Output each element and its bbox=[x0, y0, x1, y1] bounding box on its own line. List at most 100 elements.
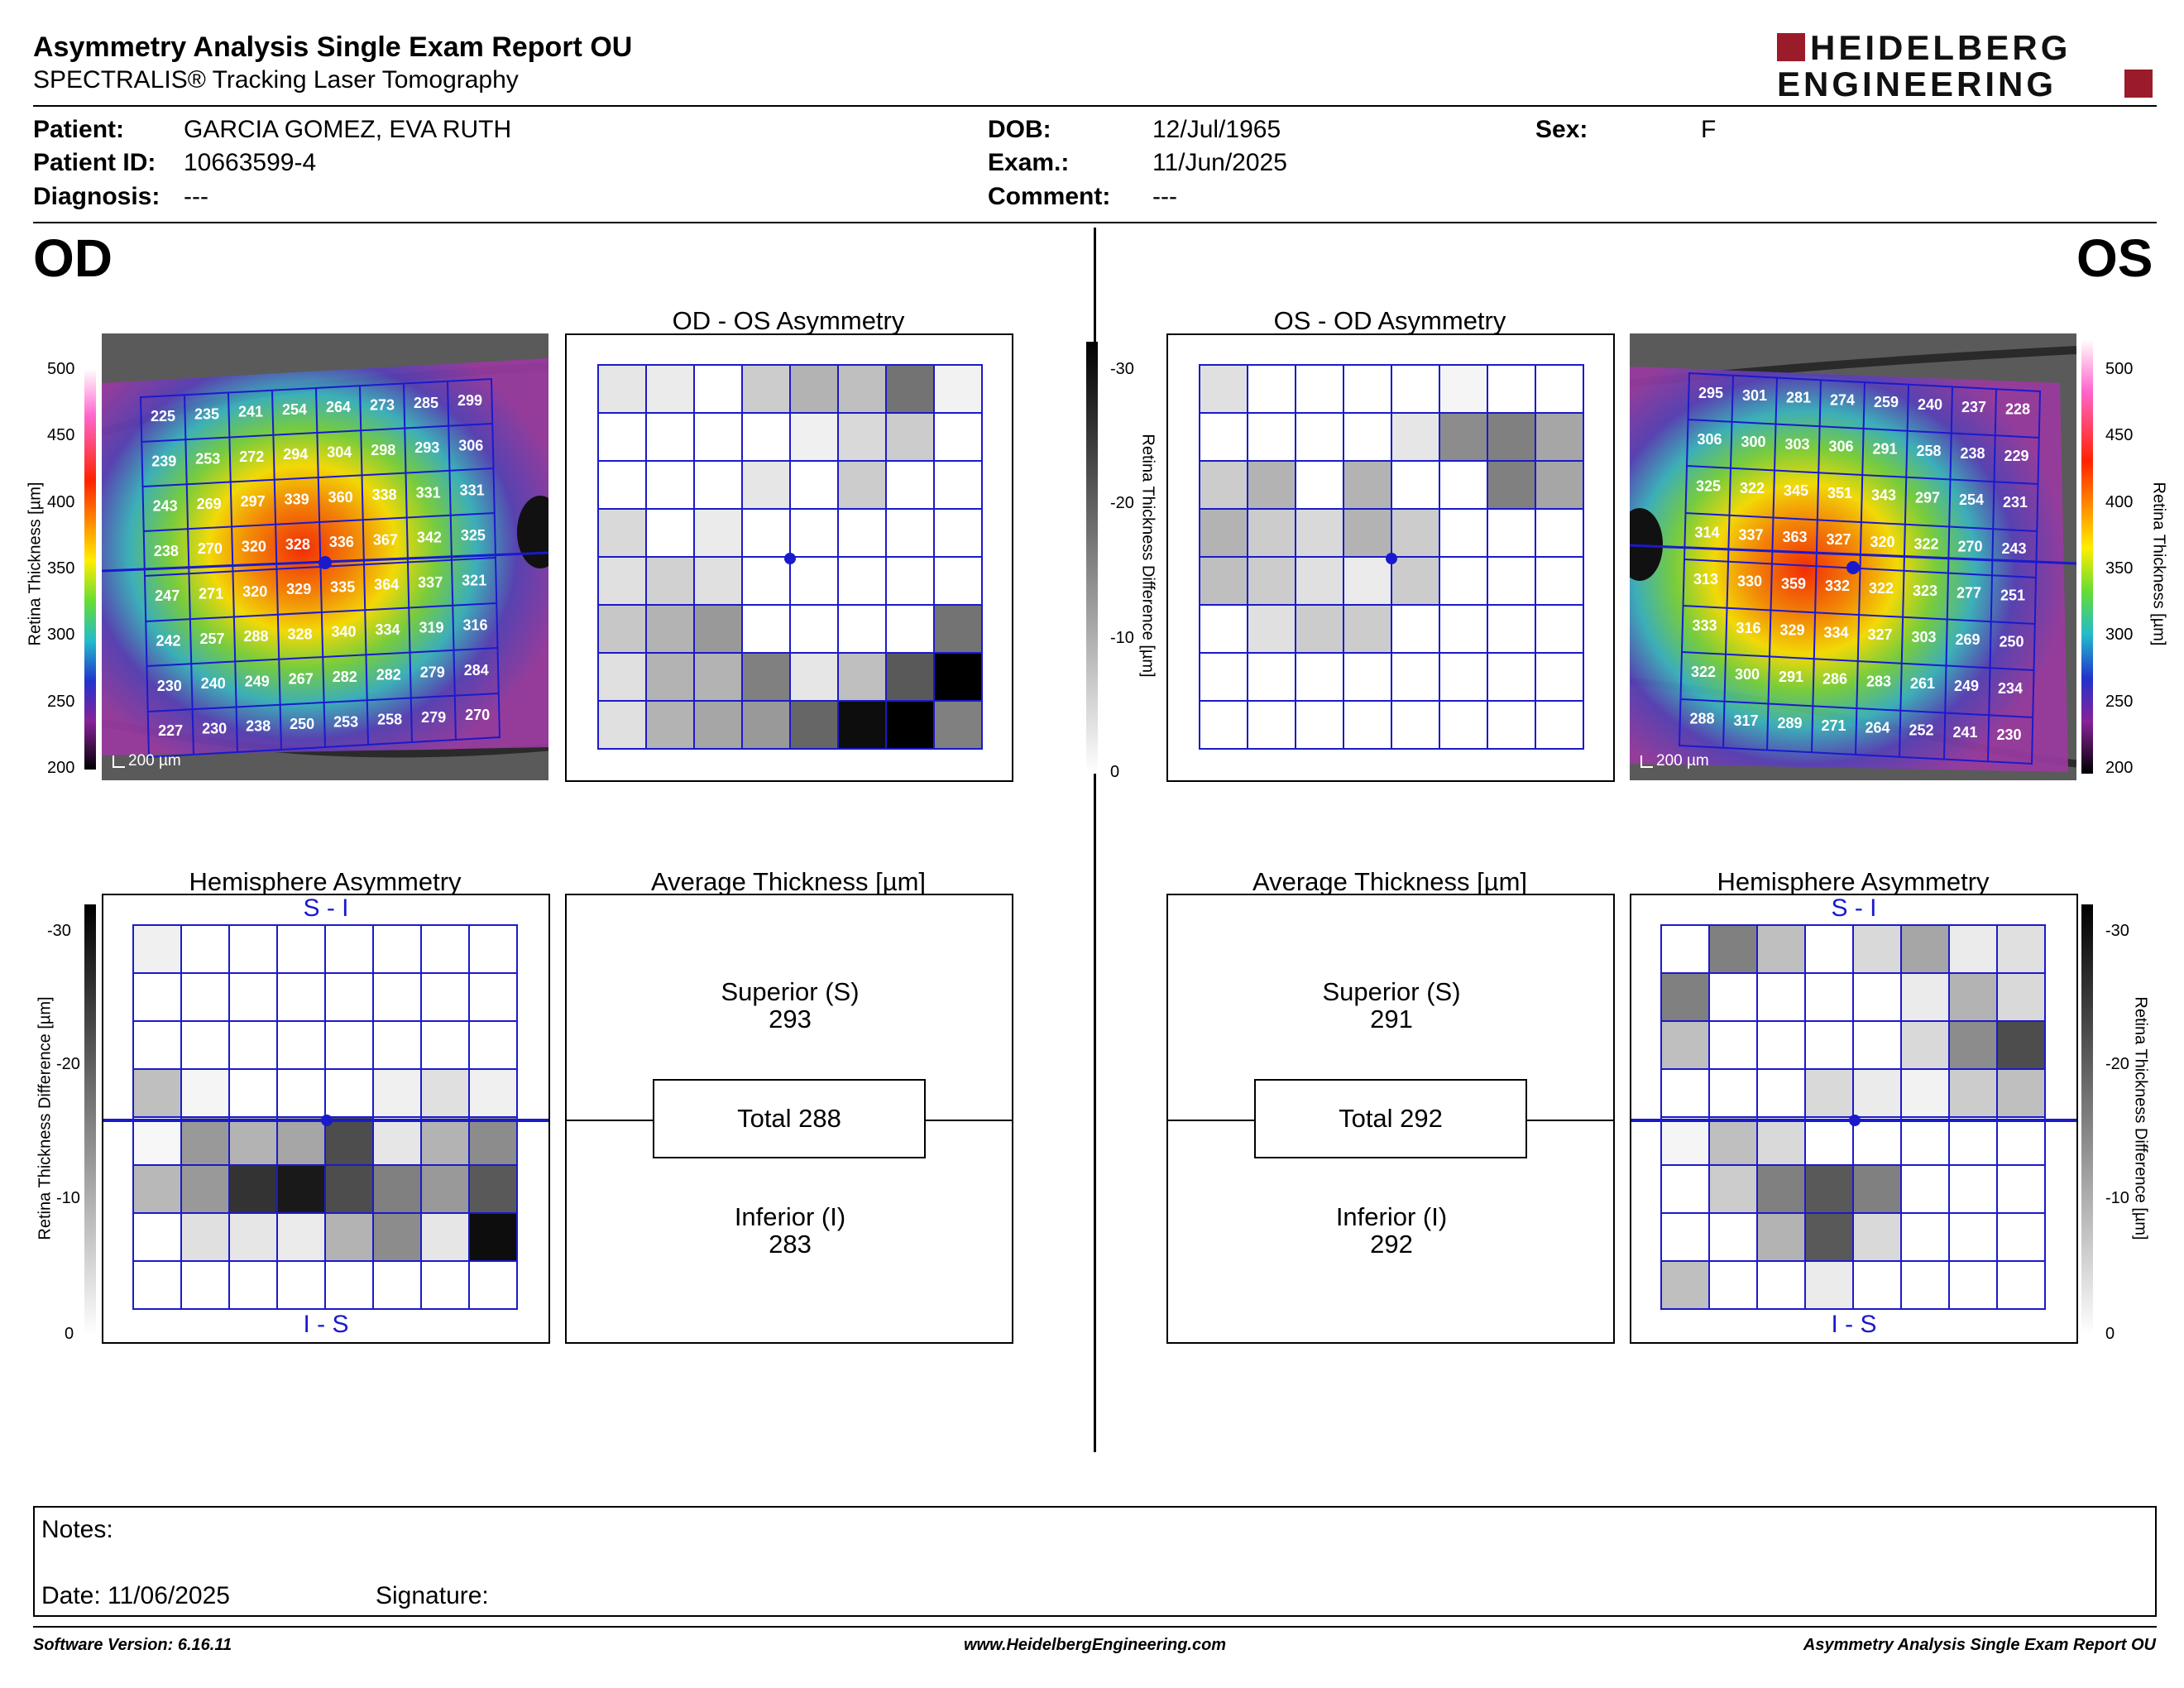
od-os-asymmetry-cell bbox=[789, 700, 839, 750]
thickness-value: 316 bbox=[462, 617, 487, 634]
od-total-value: Total 288 bbox=[737, 1104, 841, 1133]
os-hemisphere-cell bbox=[1852, 1068, 1902, 1118]
info-divider bbox=[33, 222, 2157, 223]
od-thickness-tick: 450 bbox=[47, 426, 75, 444]
od-hemisphere-cell bbox=[468, 972, 518, 1022]
od-hemisphere-cell bbox=[132, 1212, 182, 1262]
thickness-value: 337 bbox=[1738, 526, 1763, 543]
os-hemisphere-cell bbox=[1852, 924, 1902, 974]
os-od-asymmetry-cell bbox=[1391, 556, 1440, 606]
od-hemisphere-cell bbox=[132, 972, 182, 1022]
thickness-value: 270 bbox=[1957, 538, 1982, 554]
exam-date: 11/Jun/2025 bbox=[1152, 149, 1287, 176]
os-od-asymmetry-cell bbox=[1439, 700, 1488, 750]
od-os-asymmetry-cell bbox=[741, 364, 791, 414]
thickness-value: 327 bbox=[1867, 626, 1892, 643]
od-os-asymmetry-cell bbox=[933, 508, 983, 558]
thickness-value: 250 bbox=[290, 716, 314, 732]
od-hemisphere-cell bbox=[420, 1164, 470, 1214]
thickness-value: 331 bbox=[460, 482, 485, 499]
od-hemisphere-cell bbox=[228, 1020, 278, 1070]
os-superior-value: 291 bbox=[1370, 1005, 1413, 1033]
dob-value: 12/Jul/1965 bbox=[1152, 116, 1281, 143]
comment-value: --- bbox=[1152, 183, 1177, 210]
eye-label-od: OD bbox=[33, 228, 113, 288]
thickness-value: 294 bbox=[283, 446, 308, 463]
os-hemisphere-panel: S - I I - S bbox=[1630, 894, 2078, 1344]
thickness-value: 367 bbox=[373, 531, 398, 548]
thickness-value: 330 bbox=[1737, 573, 1762, 590]
thickness-value: 272 bbox=[239, 448, 264, 465]
od-hemisphere-cell bbox=[228, 972, 278, 1022]
os-hemisphere-cell bbox=[1756, 1020, 1806, 1070]
os-od-asymmetry-cell bbox=[1343, 364, 1392, 414]
od-hemisphere-cell bbox=[372, 1164, 422, 1214]
os-superior-label: Superior (S) bbox=[1322, 977, 1461, 1006]
os-hemisphere-cell bbox=[1900, 972, 1950, 1022]
thickness-value: 231 bbox=[2003, 494, 2028, 511]
thickness-value: 322 bbox=[1869, 580, 1894, 597]
os-od-asymmetry-cell bbox=[1199, 604, 1248, 654]
os-od-asymmetry-cell bbox=[1343, 556, 1392, 606]
od-os-asymmetry-cell bbox=[597, 700, 647, 750]
od-os-asymmetry-cell bbox=[789, 508, 839, 558]
thickness-value: 333 bbox=[1692, 617, 1717, 634]
os-hemisphere-cell bbox=[1756, 1212, 1806, 1262]
footer-website[interactable]: www.HeidelbergEngineering.com bbox=[964, 1636, 1227, 1654]
thickness-value: 281 bbox=[1786, 390, 1811, 406]
od-hemi-tick: -30 bbox=[47, 922, 71, 940]
thickness-value: 339 bbox=[285, 492, 309, 508]
od-hemisphere-cell bbox=[420, 1068, 470, 1118]
od-hemisphere-cell bbox=[420, 1260, 470, 1310]
os-od-asymmetry-cell bbox=[1487, 652, 1536, 702]
thickness-value: 225 bbox=[151, 408, 175, 424]
od-os-asymmetry-cell bbox=[741, 508, 791, 558]
svg-text:ENGINEERING: ENGINEERING bbox=[1777, 65, 2057, 103]
od-os-asymmetry-cell bbox=[933, 556, 983, 606]
od-hemisphere-cell bbox=[276, 1212, 326, 1262]
od-hemisphere-cell bbox=[228, 1164, 278, 1214]
thickness-value: 304 bbox=[327, 444, 352, 461]
os-od-asymmetry-cell bbox=[1487, 508, 1536, 558]
diff-tick: -30 bbox=[1110, 360, 1134, 378]
od-os-asymmetry-cell bbox=[837, 700, 887, 750]
od-hemisphere-cell bbox=[228, 1260, 278, 1310]
thickness-value: 283 bbox=[1866, 673, 1891, 689]
thickness-value: 363 bbox=[1782, 529, 1807, 545]
os-hemisphere-cell bbox=[1708, 924, 1758, 974]
od-thickness-tick: 350 bbox=[47, 559, 75, 578]
thickness-value: 250 bbox=[1999, 634, 2024, 650]
os-od-asymmetry-cell bbox=[1439, 652, 1488, 702]
thickness-value: 320 bbox=[1870, 534, 1894, 550]
thickness-value: 306 bbox=[458, 437, 483, 453]
os-od-asymmetry-cell bbox=[1343, 460, 1392, 510]
thickness-value: 249 bbox=[1954, 678, 1979, 694]
os-hemisphere-cell bbox=[1996, 1260, 2046, 1310]
thickness-value: 239 bbox=[151, 453, 176, 469]
od-hemisphere-cell bbox=[276, 1164, 326, 1214]
os-hemisphere-cell bbox=[1900, 1020, 1950, 1070]
od-hemisphere-cell bbox=[324, 1164, 374, 1214]
notes-box[interactable]: Notes: Date: 11/06/2025 Signature: bbox=[33, 1506, 2157, 1617]
report-title: Asymmetry Analysis Single Exam Report OU bbox=[33, 31, 633, 63]
thickness-value: 319 bbox=[419, 619, 443, 635]
od-os-asymmetry-cell bbox=[597, 364, 647, 414]
thickness-value: 322 bbox=[1913, 536, 1938, 553]
os-od-asymmetry-cell bbox=[1295, 460, 1344, 510]
os-od-asymmetry-cell bbox=[1247, 508, 1296, 558]
od-os-asymmetry-cell bbox=[693, 700, 743, 750]
thickness-value: 269 bbox=[1955, 631, 1980, 648]
od-hemisphere-cell bbox=[324, 924, 374, 974]
os-od-asymmetry-cell bbox=[1439, 604, 1488, 654]
od-si-label: S - I bbox=[303, 894, 349, 922]
thickness-value: 228 bbox=[2005, 401, 2030, 418]
os-od-asymmetry-cell bbox=[1199, 364, 1248, 414]
thickness-value: 249 bbox=[245, 673, 270, 689]
os-hemisphere-cell bbox=[1996, 1164, 2046, 1214]
od-hemisphere-cell bbox=[276, 972, 326, 1022]
thickness-value: 237 bbox=[1961, 399, 1986, 415]
od-os-asymmetry-cell bbox=[885, 460, 935, 510]
od-os-asymmetry-cell bbox=[933, 604, 983, 654]
os-od-asymmetry-cell bbox=[1247, 412, 1296, 462]
od-os-asymmetry-cell bbox=[837, 460, 887, 510]
